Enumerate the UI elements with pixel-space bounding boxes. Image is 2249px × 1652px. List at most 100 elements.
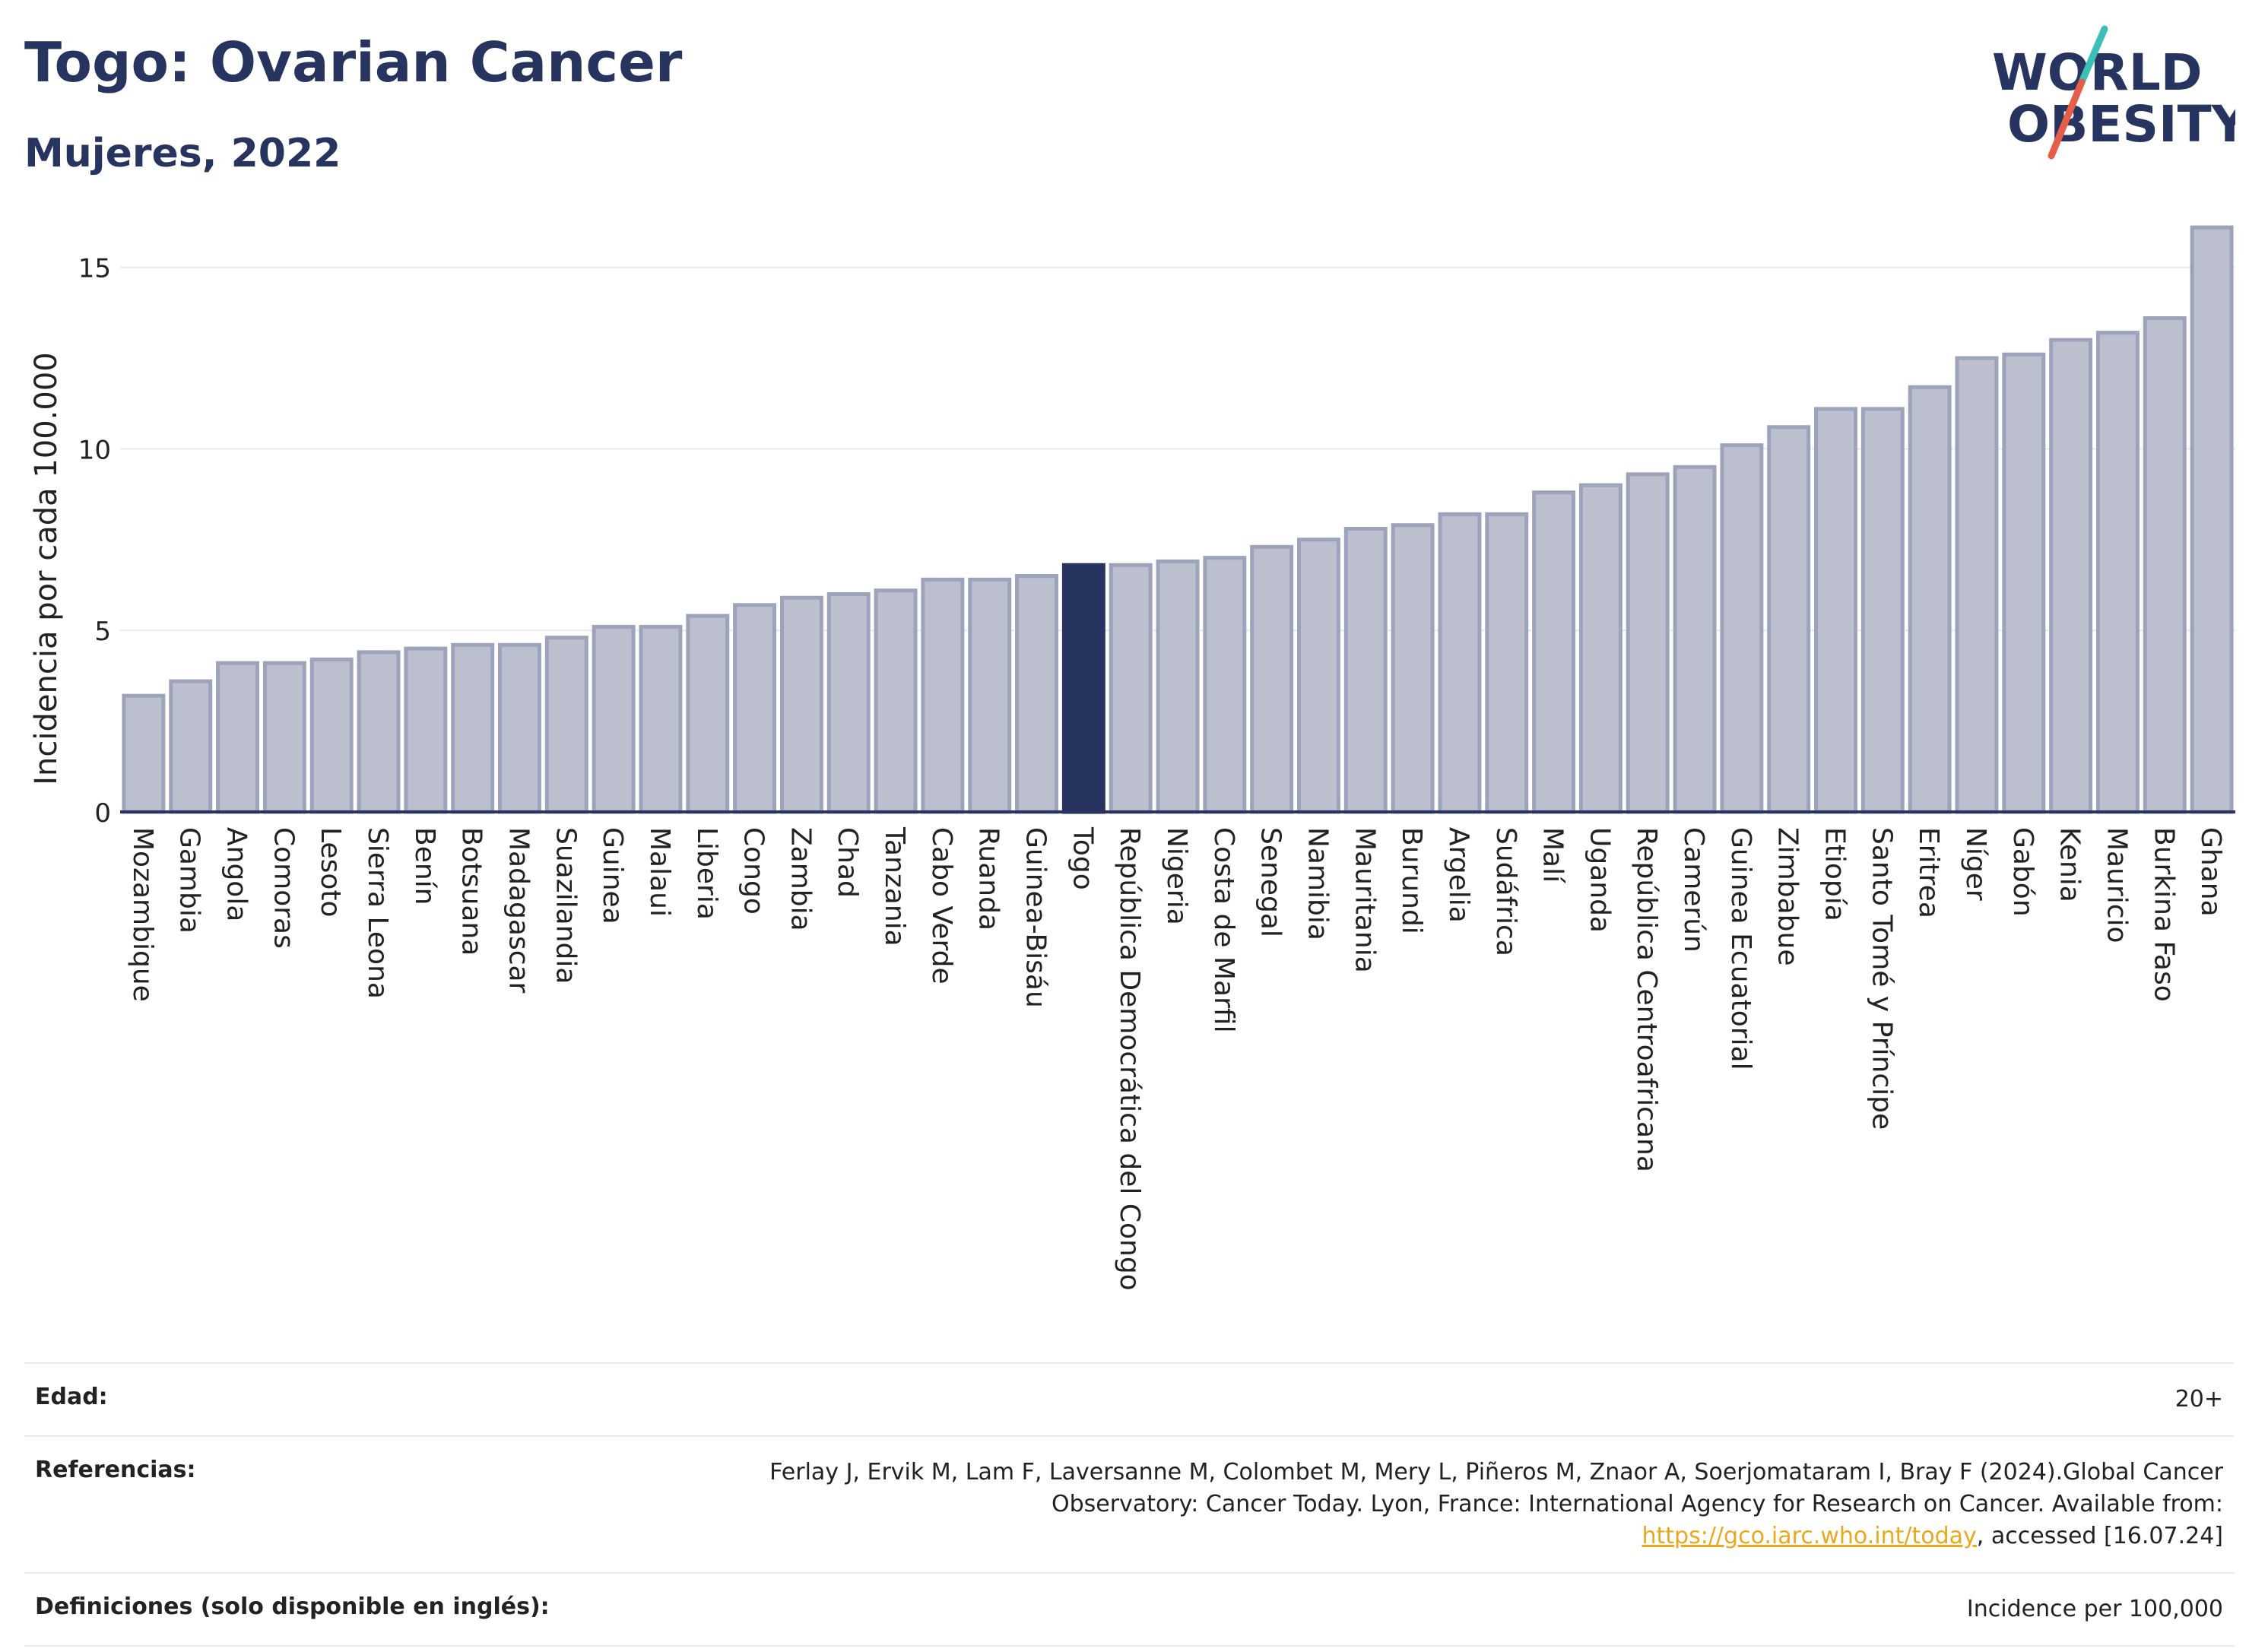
chart-subtitle: Mujeres, 2022: [24, 131, 341, 176]
bar-zambia: [779, 595, 823, 814]
info-row-references: Referencias: Ferlay J, Ervik M, Lam F, L…: [24, 1436, 2234, 1573]
x-tick-label: Santo Tomé y Príncipe: [1866, 827, 1897, 1130]
bar-senegal: [1250, 544, 1294, 814]
age-value: 20+: [2174, 1386, 2223, 1413]
bar-chad: [826, 591, 871, 814]
references-link[interactable]: https://gco.iarc.who.int/today: [1642, 1523, 1977, 1549]
x-tick-label: Botsuana: [456, 827, 487, 956]
bar-botsuana: [451, 642, 495, 814]
x-tick-label: Nigeria: [1161, 827, 1192, 925]
bar-namibia: [1297, 537, 1340, 814]
x-tick-label: Argelia: [1443, 827, 1474, 923]
bar-congo: [733, 603, 777, 814]
x-tick-label: Angola: [221, 827, 252, 921]
x-tick-label: Senegal: [1255, 827, 1286, 937]
x-tick-label: Cabo Verde: [926, 827, 957, 985]
x-tick-label: Lesoto: [315, 827, 346, 918]
y-tick-label: 10: [78, 435, 111, 465]
category-labels: Mozambique Gambia Angola Comoras Lesoto Sierr…: [127, 826, 2226, 1291]
bar-togo: [1061, 563, 1105, 814]
bar-rep-blica-centroafricana: [1626, 472, 1670, 814]
definitions-value: Incidence per 100,000: [1966, 1596, 2223, 1622]
info-row-age: Edad: 20+: [24, 1363, 2234, 1436]
bar-guinea: [592, 624, 636, 814]
bar-ruanda: [968, 577, 1012, 814]
x-tick-label: Gabón: [2007, 827, 2038, 917]
x-tick-label: Uganda: [1584, 827, 1615, 933]
x-tick-label: Guinea-Bisáu: [1020, 827, 1052, 1008]
x-tick-label: Mauritania: [1349, 827, 1380, 973]
x-tick-label: Togo: [1067, 826, 1098, 890]
bar-camer-n: [1673, 465, 1717, 814]
bar-burundi: [1391, 523, 1435, 814]
x-tick-label: Ruanda: [973, 827, 1004, 931]
bar-mozambique: [122, 693, 166, 814]
bar-mauritania: [1343, 526, 1388, 814]
bar-madagascar: [498, 642, 541, 814]
x-tick-label: Guinea: [597, 827, 628, 924]
x-tick-label: Mauricio: [2101, 827, 2132, 943]
x-tick-label: Suazilandia: [550, 827, 581, 984]
x-tick-label: Zambia: [785, 827, 816, 931]
bar-cabo-verde: [921, 577, 965, 814]
x-tick-label: Kenia: [2054, 827, 2086, 902]
y-tick-label: 15: [78, 254, 111, 284]
bar-ben-n: [404, 646, 448, 814]
x-tick-label: Congo: [738, 827, 769, 915]
bar-gab-n: [2002, 352, 2046, 814]
bar-argelia: [1438, 512, 1482, 814]
bar-gambia: [169, 679, 213, 814]
x-tick-label: Ghana: [2195, 827, 2226, 917]
logo-slash-red: [2048, 78, 2086, 160]
definitions-label: Definiciones (solo disponible en inglés)…: [35, 1593, 550, 1620]
bar-guinea-bis-u: [1015, 574, 1058, 814]
x-tick-label: Zimbabue: [1772, 827, 1803, 966]
bar-santo-tom-y-pr-ncipe: [1860, 407, 1905, 814]
x-tick-label: Guinea Ecuatorial: [1725, 827, 1756, 1070]
bar-uganda: [1578, 483, 1623, 814]
references-suffix: , accessed [16.07.24]: [1976, 1523, 2223, 1549]
bar-sud-frica: [1485, 512, 1529, 814]
bar-zimbabue: [1767, 425, 1811, 814]
bar-comoras: [262, 661, 306, 814]
bar-eritrea: [1908, 385, 1952, 814]
info-row-definitions: Definiciones (solo disponible en inglés)…: [24, 1573, 2234, 1646]
x-tick-label: República Centroafricana: [1631, 827, 1662, 1172]
bar-rep-blica-democr-tica-del-congo: [1109, 563, 1153, 814]
bar-lesoto: [309, 657, 354, 814]
y-tick-label: 0: [94, 798, 111, 829]
x-tick-label: Tanzania: [879, 826, 910, 946]
x-tick-label: Gambia: [174, 827, 205, 934]
axes: 0 5 10 15: [78, 254, 2235, 829]
x-tick-label: Malaui: [644, 827, 675, 917]
bars: [122, 225, 2234, 814]
bar-guinea-ecuatorial: [1720, 443, 1764, 814]
bar-ghana: [2190, 225, 2234, 814]
x-tick-label: Níger: [1960, 827, 1991, 901]
bar-mal-: [1532, 490, 1576, 814]
x-tick-label: Namibia: [1302, 827, 1333, 940]
x-tick-label: Etiopía: [1819, 827, 1851, 921]
x-tick-label: Malí: [1537, 827, 1569, 883]
x-tick-label: Comoras: [268, 827, 299, 949]
x-tick-label: Liberia: [691, 827, 722, 920]
x-tick-label: Benín: [409, 827, 440, 905]
bar-costa-de-marfil: [1203, 556, 1247, 814]
y-axis-label: Incidencia por cada 100.000: [29, 352, 64, 785]
bar-angola: [216, 661, 260, 814]
bar-burkina-faso: [2143, 315, 2187, 814]
bar-chart: 0 5 10 15 Mozambique Gambia Angola Comoras Leso…: [29, 225, 2235, 1291]
bar-suazilandia: [544, 636, 588, 814]
x-tick-label: Camerún: [1678, 827, 1709, 953]
bar-liberia: [686, 614, 730, 814]
x-tick-label: Costa de Marfil: [1208, 827, 1239, 1033]
bar-nigeria: [1156, 559, 1200, 814]
logo-slash-teal: [2078, 25, 2108, 86]
bar-mauricio: [2095, 331, 2140, 814]
references-label: Referencias:: [35, 1457, 196, 1483]
x-tick-label: Chad: [832, 827, 863, 898]
x-tick-label: Mozambique: [127, 827, 158, 1002]
y-tick-label: 5: [94, 617, 111, 647]
x-tick-label: Burkina Faso: [2148, 827, 2179, 1002]
bar-etiop-a: [1814, 407, 1857, 814]
